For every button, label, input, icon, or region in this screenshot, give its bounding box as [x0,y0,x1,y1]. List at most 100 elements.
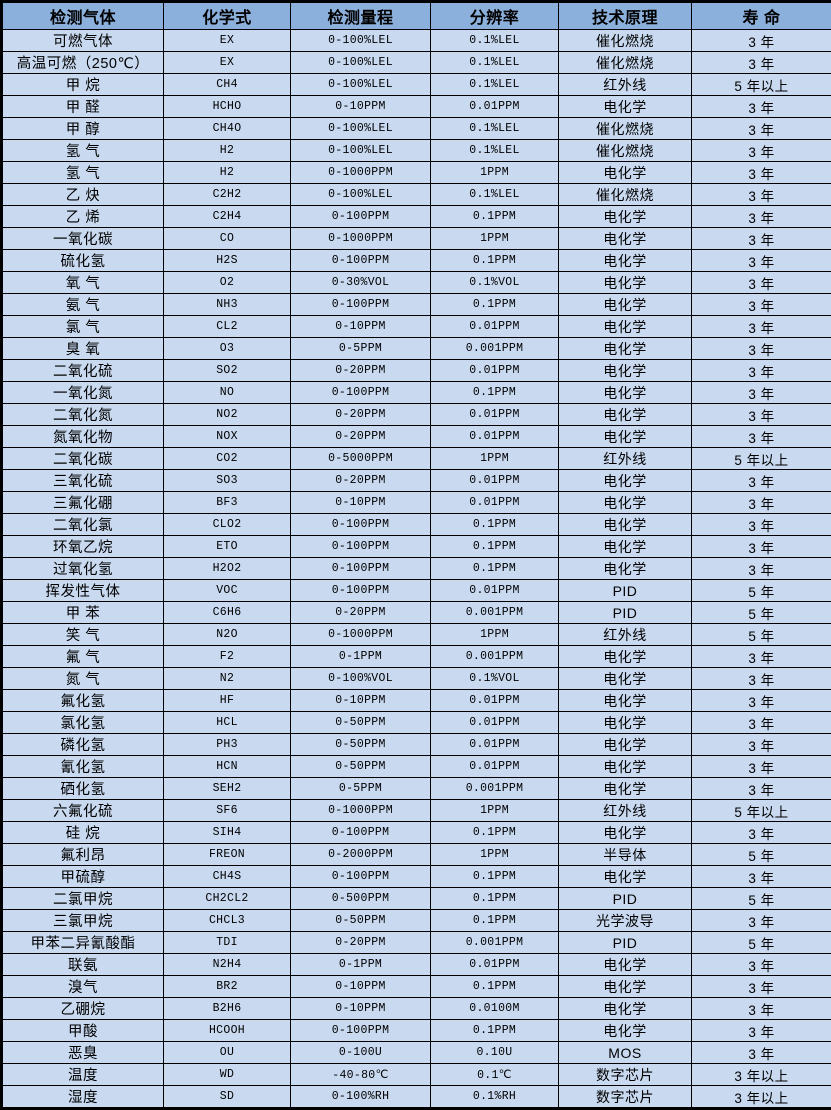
cell-tech: 半导体 [559,844,692,866]
cell-gas: 过氧化氢 [2,558,164,580]
cell-life: 3 年 [692,272,831,294]
cell-range: 0-1000PPM [291,624,431,646]
cell-life: 3 年 [692,514,831,536]
cell-formula: NH3 [164,294,291,316]
cell-formula: H2O2 [164,558,291,580]
cell-formula: SD [164,1086,291,1109]
cell-tech: 催化燃烧 [559,52,692,74]
cell-tech: PID [559,602,692,624]
cell-range: 0-100PPM [291,250,431,272]
cell-formula: HCN [164,756,291,778]
cell-tech: 电化学 [559,646,692,668]
cell-formula: HCHO [164,96,291,118]
cell-life: 3 年 [692,206,831,228]
cell-formula: CH2CL2 [164,888,291,910]
cell-resolution: 0.1PPM [431,514,559,536]
cell-formula: SEH2 [164,778,291,800]
cell-tech: 电化学 [559,954,692,976]
cell-life: 5 年 [692,580,831,602]
cell-formula: CO2 [164,448,291,470]
cell-formula: CHCL3 [164,910,291,932]
cell-range: 0-100%LEL [291,30,431,52]
cell-resolution: 0.01PPM [431,426,559,448]
cell-resolution: 1PPM [431,624,559,646]
cell-gas: 甲 苯 [2,602,164,624]
cell-life: 3 年 [692,690,831,712]
cell-resolution: 0.001PPM [431,646,559,668]
cell-gas: 恶臭 [2,1042,164,1064]
cell-formula: ETO [164,536,291,558]
cell-life: 3 年 [692,426,831,448]
cell-range: 0-500PPM [291,888,431,910]
cell-range: 0-100PPM [291,294,431,316]
cell-range: 0-100%LEL [291,74,431,96]
cell-gas: 笑 气 [2,624,164,646]
cell-range: 0-50PPM [291,712,431,734]
cell-life: 5 年以上 [692,448,831,470]
cell-formula: HF [164,690,291,712]
cell-tech: 红外线 [559,74,692,96]
cell-gas: 磷化氢 [2,734,164,756]
cell-gas: 乙 炔 [2,184,164,206]
cell-gas: 溴气 [2,976,164,998]
cell-tech: 电化学 [559,492,692,514]
cell-formula: CH4 [164,74,291,96]
cell-tech: 电化学 [559,690,692,712]
cell-life: 3 年 [692,1042,831,1064]
cell-gas: 氯 气 [2,316,164,338]
cell-gas: 氟利昂 [2,844,164,866]
column-header-resolution: 分辨率 [431,2,559,30]
cell-life: 3 年 [692,558,831,580]
cell-resolution: 0.1PPM [431,1020,559,1042]
cell-formula: CLO2 [164,514,291,536]
cell-life: 3 年 [692,228,831,250]
cell-tech: 电化学 [559,712,692,734]
cell-resolution: 1PPM [431,844,559,866]
cell-resolution: 0.10U [431,1042,559,1064]
cell-range: 0-10PPM [291,316,431,338]
cell-tech: 红外线 [559,448,692,470]
cell-range: 0-10PPM [291,976,431,998]
cell-gas: 三氧化硫 [2,470,164,492]
cell-gas: 氰化氢 [2,756,164,778]
cell-gas: 氟 气 [2,646,164,668]
cell-resolution: 0.1%VOL [431,272,559,294]
cell-range: 0-10PPM [291,492,431,514]
cell-gas: 可燃气体 [2,30,164,52]
cell-life: 3 年 [692,492,831,514]
cell-formula: NO2 [164,404,291,426]
cell-tech: 电化学 [559,558,692,580]
cell-range: 0-2000PPM [291,844,431,866]
cell-formula: CH4O [164,118,291,140]
cell-formula: C2H2 [164,184,291,206]
cell-range: 0-50PPM [291,734,431,756]
cell-formula: SIH4 [164,822,291,844]
cell-resolution: 0.1PPM [431,250,559,272]
cell-life: 3 年 [692,756,831,778]
cell-tech: 红外线 [559,800,692,822]
cell-range: 0-10PPM [291,96,431,118]
cell-formula: N2 [164,668,291,690]
cell-formula: O3 [164,338,291,360]
cell-gas: 硫化氢 [2,250,164,272]
cell-gas: 二氯甲烷 [2,888,164,910]
cell-tech: 电化学 [559,228,692,250]
cell-life: 3 年 [692,338,831,360]
column-header-gas: 检测气体 [2,2,164,30]
cell-tech: 电化学 [559,426,692,448]
cell-gas: 二氧化氯 [2,514,164,536]
